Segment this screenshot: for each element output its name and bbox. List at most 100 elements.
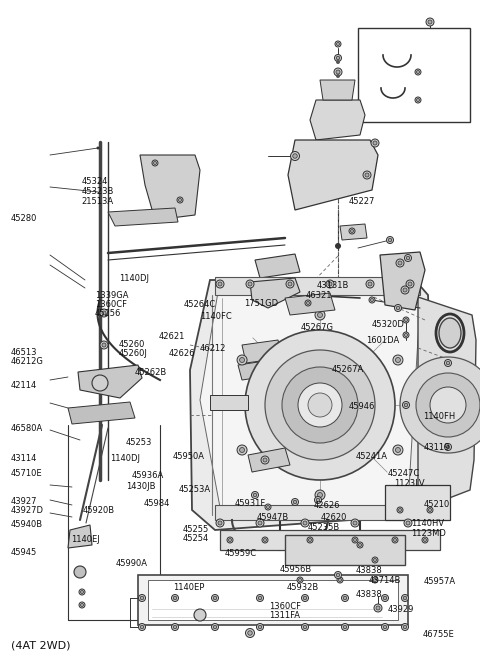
- Circle shape: [417, 99, 420, 101]
- Circle shape: [396, 448, 400, 453]
- Circle shape: [79, 602, 85, 608]
- Circle shape: [406, 280, 414, 288]
- Text: 45241A: 45241A: [355, 452, 387, 461]
- Circle shape: [256, 519, 264, 527]
- Circle shape: [415, 69, 421, 75]
- Circle shape: [90, 370, 110, 390]
- Text: 42626: 42626: [314, 500, 340, 510]
- Circle shape: [446, 361, 450, 365]
- Text: 45945: 45945: [11, 548, 37, 557]
- Text: 45227: 45227: [348, 197, 375, 206]
- Circle shape: [326, 280, 334, 288]
- Circle shape: [177, 197, 183, 203]
- Circle shape: [194, 609, 206, 621]
- Circle shape: [258, 625, 262, 629]
- Text: 45260: 45260: [119, 340, 145, 349]
- Circle shape: [265, 504, 271, 510]
- Polygon shape: [310, 100, 365, 140]
- Circle shape: [303, 521, 307, 525]
- Circle shape: [382, 594, 388, 602]
- Text: 45957A: 45957A: [423, 577, 456, 586]
- Circle shape: [237, 355, 247, 365]
- Circle shape: [335, 243, 341, 249]
- Circle shape: [240, 357, 244, 363]
- Circle shape: [343, 625, 347, 629]
- Text: 42621: 42621: [158, 332, 185, 342]
- Bar: [358, 28, 470, 122]
- Circle shape: [397, 507, 403, 513]
- Circle shape: [179, 199, 181, 201]
- Circle shape: [307, 301, 310, 305]
- Circle shape: [403, 317, 409, 323]
- Circle shape: [154, 162, 156, 164]
- Circle shape: [303, 625, 307, 629]
- Circle shape: [171, 624, 179, 630]
- Bar: [148, 580, 398, 620]
- Text: 45946: 45946: [348, 402, 375, 411]
- Circle shape: [301, 519, 309, 527]
- Circle shape: [288, 282, 292, 286]
- Text: 45210: 45210: [423, 500, 450, 509]
- Text: 45323B: 45323B: [82, 187, 114, 197]
- Circle shape: [352, 537, 358, 543]
- Circle shape: [213, 625, 217, 629]
- Bar: [220, 530, 440, 550]
- Circle shape: [216, 519, 224, 527]
- Text: 1360CF: 1360CF: [95, 300, 127, 309]
- Text: 42620: 42620: [320, 513, 347, 522]
- Circle shape: [261, 456, 269, 464]
- Circle shape: [337, 577, 343, 583]
- Circle shape: [366, 280, 374, 288]
- Circle shape: [256, 594, 264, 602]
- Circle shape: [100, 341, 108, 349]
- Circle shape: [383, 625, 387, 629]
- Text: 1140FC: 1140FC: [200, 312, 231, 321]
- Polygon shape: [255, 254, 300, 278]
- Polygon shape: [248, 448, 290, 472]
- Text: 46212: 46212: [200, 344, 226, 354]
- Text: 45267A: 45267A: [331, 365, 363, 374]
- Text: 45253: 45253: [126, 438, 152, 447]
- Circle shape: [258, 596, 262, 600]
- Text: 45280: 45280: [11, 214, 37, 223]
- Polygon shape: [320, 80, 355, 100]
- Text: 1140DJ: 1140DJ: [110, 453, 140, 463]
- Circle shape: [282, 367, 358, 443]
- Circle shape: [315, 310, 325, 320]
- Text: 45920B: 45920B: [83, 506, 115, 515]
- Circle shape: [444, 444, 452, 451]
- Text: 1123MD: 1123MD: [411, 529, 446, 538]
- Circle shape: [173, 596, 177, 600]
- Circle shape: [405, 254, 411, 261]
- Text: 45267G: 45267G: [300, 322, 334, 332]
- Text: 45956B: 45956B: [280, 565, 312, 574]
- Circle shape: [372, 577, 378, 583]
- Text: 1123LV: 1123LV: [395, 479, 425, 488]
- Circle shape: [293, 500, 297, 504]
- Text: 1140HV: 1140HV: [411, 519, 444, 528]
- Polygon shape: [140, 155, 200, 220]
- Circle shape: [376, 606, 380, 610]
- Circle shape: [307, 537, 313, 543]
- Circle shape: [394, 538, 396, 542]
- Polygon shape: [78, 365, 142, 398]
- Circle shape: [373, 141, 377, 145]
- Text: 45710E: 45710E: [11, 469, 42, 479]
- Circle shape: [396, 307, 400, 310]
- Text: 46321: 46321: [305, 291, 332, 301]
- Circle shape: [373, 579, 376, 581]
- Circle shape: [266, 506, 269, 508]
- Circle shape: [430, 387, 466, 423]
- Circle shape: [372, 557, 378, 563]
- Text: 45255: 45255: [182, 525, 209, 534]
- Circle shape: [404, 519, 412, 527]
- Circle shape: [102, 343, 106, 347]
- Circle shape: [171, 594, 179, 602]
- Circle shape: [74, 566, 86, 578]
- Circle shape: [429, 508, 432, 512]
- Circle shape: [317, 312, 323, 318]
- Circle shape: [371, 299, 373, 301]
- Circle shape: [301, 594, 309, 602]
- Circle shape: [395, 305, 401, 312]
- Circle shape: [228, 538, 231, 542]
